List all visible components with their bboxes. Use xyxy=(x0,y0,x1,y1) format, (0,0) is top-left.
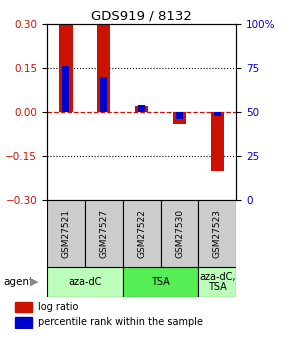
Bar xyxy=(161,200,198,267)
Text: aza-dC: aza-dC xyxy=(68,277,102,287)
Bar xyxy=(47,267,123,297)
Text: GSM27530: GSM27530 xyxy=(175,209,184,258)
Bar xyxy=(123,200,161,267)
Bar xyxy=(62,66,69,112)
Text: ▶: ▶ xyxy=(30,277,38,287)
Bar xyxy=(97,24,110,112)
Bar xyxy=(211,112,224,171)
Text: GSM27521: GSM27521 xyxy=(62,209,70,258)
Bar xyxy=(198,200,236,267)
Bar xyxy=(85,200,123,267)
Text: percentile rank within the sample: percentile rank within the sample xyxy=(38,317,203,327)
Bar xyxy=(15,302,32,313)
Bar xyxy=(123,267,198,297)
Text: GSM27522: GSM27522 xyxy=(137,209,146,258)
Text: TSA: TSA xyxy=(151,277,170,287)
Bar xyxy=(47,200,85,267)
Text: GSM27527: GSM27527 xyxy=(99,209,108,258)
Bar xyxy=(176,112,183,119)
Text: log ratio: log ratio xyxy=(38,302,78,312)
Bar xyxy=(135,106,148,112)
Bar xyxy=(138,105,145,112)
Bar xyxy=(173,112,186,124)
Text: GSM27523: GSM27523 xyxy=(213,209,222,258)
Bar xyxy=(198,267,236,297)
Bar xyxy=(214,112,221,116)
Title: GDS919 / 8132: GDS919 / 8132 xyxy=(91,10,192,23)
Bar xyxy=(59,24,72,112)
Text: aza-dC,
TSA: aza-dC, TSA xyxy=(199,272,236,293)
Bar xyxy=(100,77,107,112)
Text: agent: agent xyxy=(3,277,33,287)
Bar xyxy=(15,317,32,328)
